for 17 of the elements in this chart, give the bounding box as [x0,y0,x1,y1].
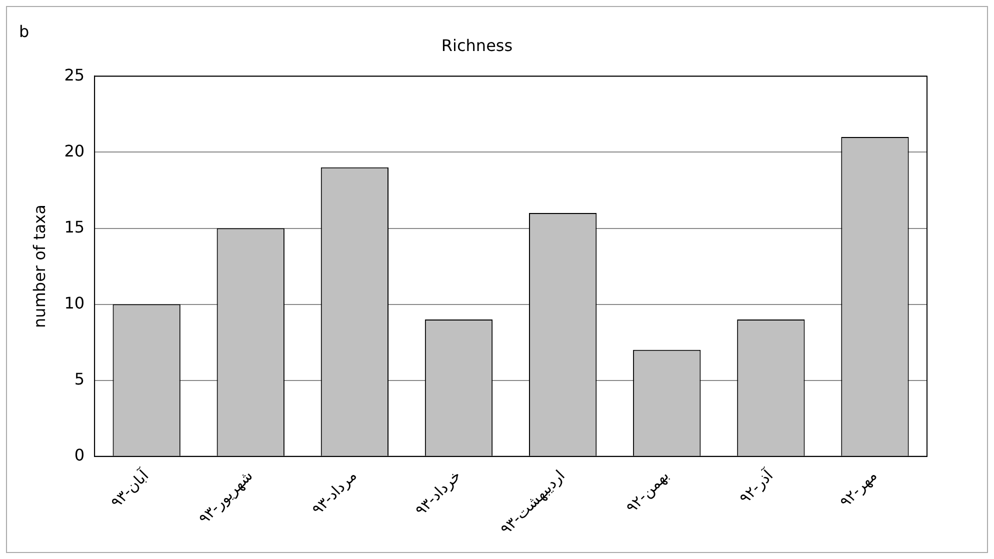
x-tick-label: آذر-۹۲ [735,465,778,508]
y-axis-title: number of taxa [30,204,49,328]
text: b [19,22,30,42]
y-tick-label: 10 [64,293,85,312]
y-tick-label: 0 [74,445,85,464]
y-tick-label: 25 [64,65,85,84]
x-tick-label: آبان-۹۳ [106,465,153,512]
chart-title: Richness [441,36,513,55]
y-tick-label: 5 [74,369,85,388]
x-tick-label: مهر-۹۲ [836,466,881,511]
y-tick-label: 15 [64,217,85,236]
x-tick-label: شهریور-۹۳ [195,466,256,528]
x-tick-label: خرداد-۹۳ [412,466,464,520]
x-tick-label: اردیبهشت-۹۳ [496,466,568,538]
y-tick-label: 20 [64,141,85,160]
x-tick-label: بهمن-۹۲ [622,466,672,517]
x-tick-label: مرداد-۹۳ [308,466,360,518]
